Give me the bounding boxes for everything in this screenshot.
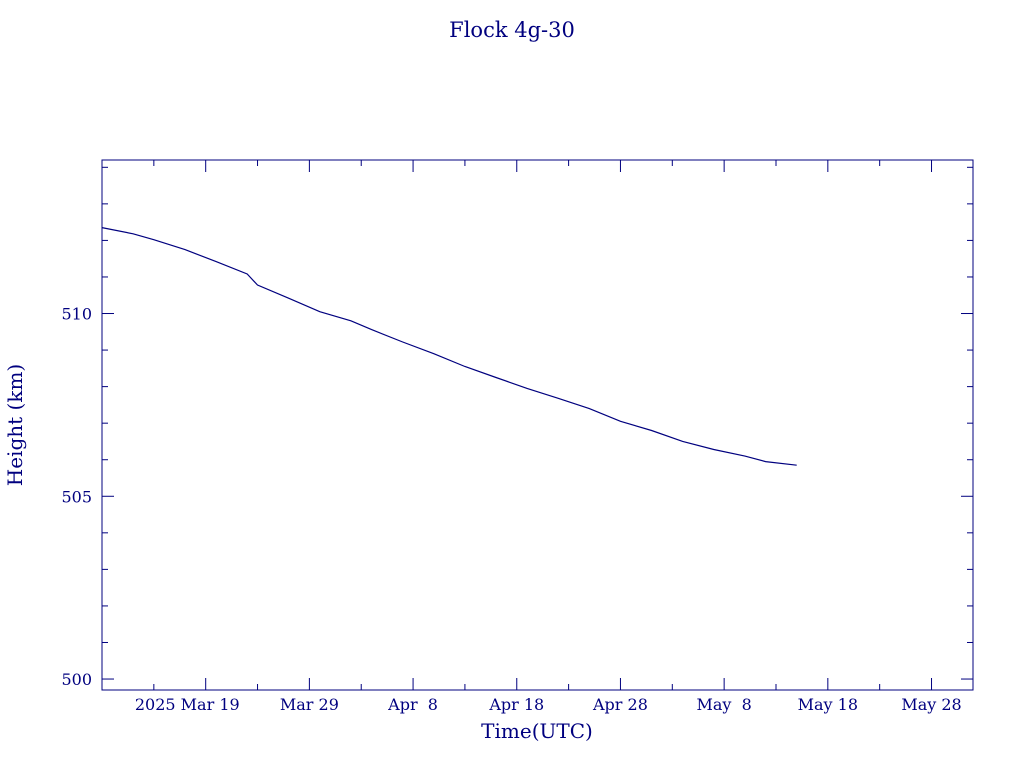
x-tick-labels: 2025 Mar 19 Mar 29 Apr 8 Apr 18 Apr 28 May 8 M…: [135, 695, 962, 714]
x-tick-label: May 28: [901, 695, 961, 714]
x-tick-label: Apr 18: [488, 695, 544, 714]
chart-title: Flock 4g-30: [449, 18, 575, 42]
height-series-line: [101, 227, 797, 466]
x-tick-label: Apr 8: [387, 695, 438, 714]
plot-frame: [101, 159, 974, 691]
x-tick-label: Apr 28: [592, 695, 648, 714]
x-axis-label: Time(UTC): [481, 719, 593, 743]
x-tick-label: May 8: [696, 695, 751, 714]
x-tick-label: 2025 Mar 19: [135, 695, 240, 714]
tick-marks: [101, 160, 973, 690]
y-tick-label: 510: [61, 305, 92, 324]
x-tick-label: Mar 29: [280, 695, 339, 714]
y-axis-label: Height (km): [3, 364, 27, 486]
y-tick-labels: 500 505 510: [61, 305, 92, 690]
x-tick-label: May 18: [798, 695, 858, 714]
y-tick-label: 500: [61, 670, 92, 689]
y-tick-label: 505: [61, 487, 92, 506]
